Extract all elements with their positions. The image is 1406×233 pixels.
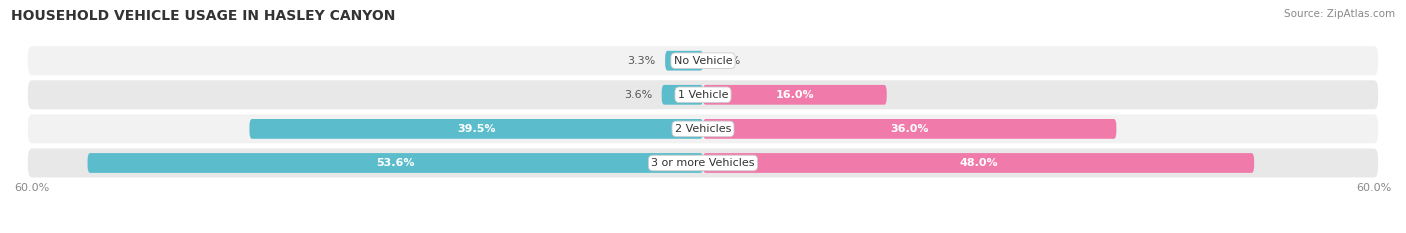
Text: 48.0%: 48.0% [959,158,998,168]
FancyBboxPatch shape [662,85,703,105]
FancyBboxPatch shape [703,85,887,105]
FancyBboxPatch shape [249,119,703,139]
Text: 36.0%: 36.0% [890,124,929,134]
FancyBboxPatch shape [87,153,703,173]
Text: 60.0%: 60.0% [14,183,49,193]
Text: 2 Vehicles: 2 Vehicles [675,124,731,134]
Text: No Vehicle: No Vehicle [673,56,733,66]
FancyBboxPatch shape [665,51,703,71]
Text: Source: ZipAtlas.com: Source: ZipAtlas.com [1284,9,1395,19]
FancyBboxPatch shape [28,80,1378,109]
Text: 3 or more Vehicles: 3 or more Vehicles [651,158,755,168]
FancyBboxPatch shape [28,114,1378,143]
FancyBboxPatch shape [703,153,1254,173]
FancyBboxPatch shape [28,148,1378,178]
Text: 0.0%: 0.0% [713,56,741,66]
Text: 53.6%: 53.6% [375,158,415,168]
Text: 3.3%: 3.3% [627,56,657,66]
FancyBboxPatch shape [703,119,1116,139]
FancyBboxPatch shape [28,46,1378,75]
Text: 60.0%: 60.0% [1357,183,1392,193]
Text: 1 Vehicle: 1 Vehicle [678,90,728,100]
Text: 3.6%: 3.6% [624,90,652,100]
Text: 16.0%: 16.0% [776,90,814,100]
Text: 39.5%: 39.5% [457,124,495,134]
Text: HOUSEHOLD VEHICLE USAGE IN HASLEY CANYON: HOUSEHOLD VEHICLE USAGE IN HASLEY CANYON [11,9,395,23]
